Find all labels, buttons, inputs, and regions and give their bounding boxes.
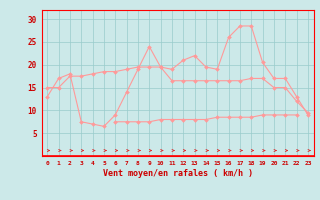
X-axis label: Vent moyen/en rafales ( km/h ): Vent moyen/en rafales ( km/h ) <box>103 169 252 178</box>
